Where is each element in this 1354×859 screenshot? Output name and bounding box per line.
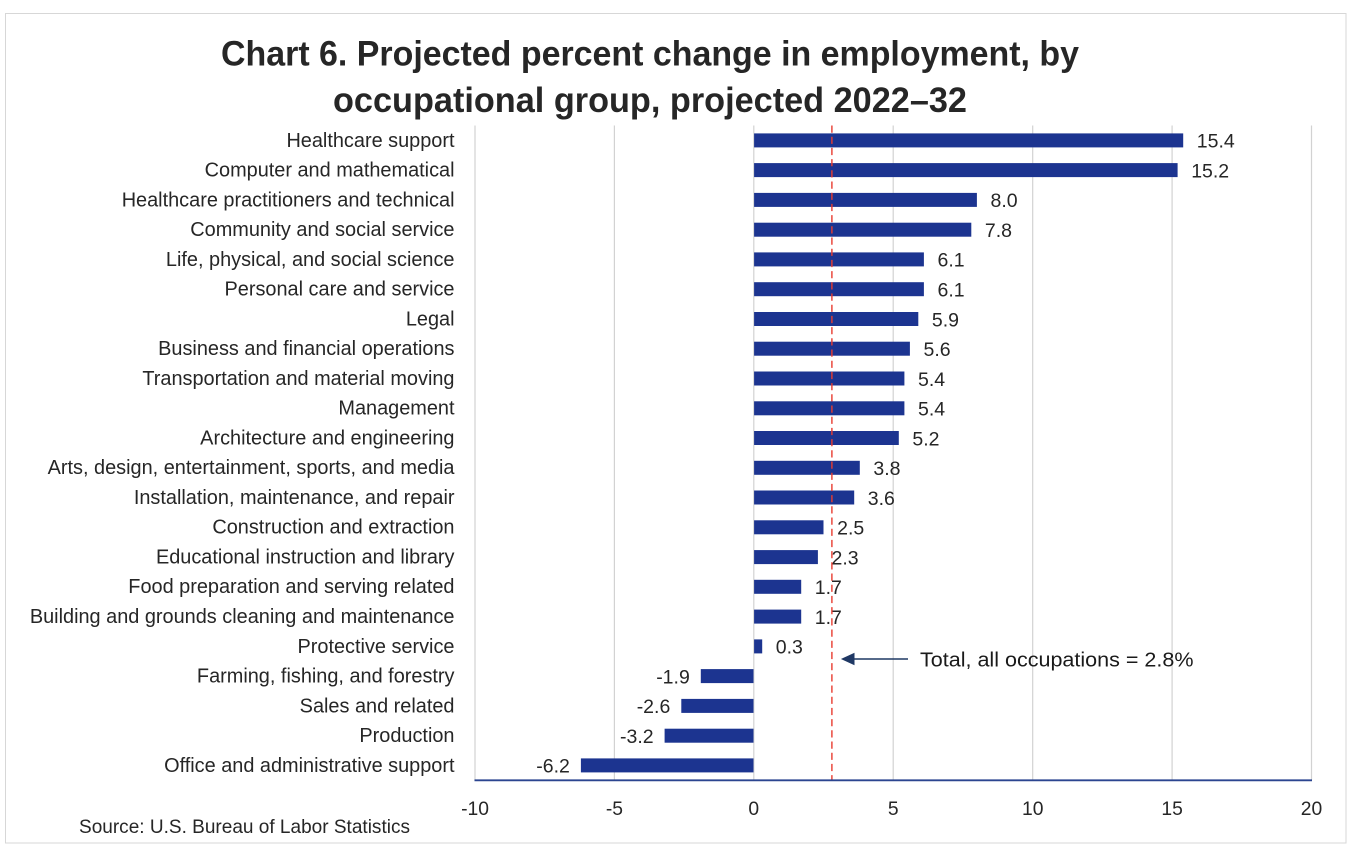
svg-text:-10: -10 (461, 799, 489, 820)
svg-text:5: 5 (888, 799, 899, 820)
svg-text:Installation, maintenance, and: Installation, maintenance, and repair (134, 487, 455, 509)
svg-text:Production: Production (359, 725, 454, 747)
svg-text:Chart 6. Projected percent cha: Chart 6. Projected percent change in emp… (221, 34, 1079, 74)
svg-text:Community and social service: Community and social service (190, 219, 454, 241)
svg-text:6.1: 6.1 (938, 250, 965, 272)
svg-text:Source: U.S. Bureau of Labor S: Source: U.S. Bureau of Labor Statistics (79, 816, 410, 838)
svg-text:15.2: 15.2 (1191, 160, 1229, 182)
svg-text:Personal care and service: Personal care and service (225, 279, 455, 301)
svg-text:Sales and related: Sales and related (300, 695, 455, 717)
svg-text:1.7: 1.7 (815, 607, 842, 629)
svg-text:8.0: 8.0 (991, 190, 1018, 212)
svg-text:5.9: 5.9 (932, 309, 959, 331)
svg-text:1.7: 1.7 (815, 577, 842, 599)
svg-text:Healthcare support: Healthcare support (286, 130, 455, 152)
svg-text:Transportation and material mo: Transportation and material moving (142, 368, 454, 390)
svg-text:Architecture and engineering: Architecture and engineering (200, 427, 454, 449)
svg-text:5.6: 5.6 (924, 339, 951, 361)
svg-text:-2.6: -2.6 (637, 696, 671, 718)
svg-text:Educational instruction and li: Educational instruction and library (156, 547, 455, 569)
svg-text:3.8: 3.8 (873, 458, 900, 480)
svg-text:5.4: 5.4 (918, 369, 945, 391)
svg-text:Construction and extraction: Construction and extraction (212, 517, 454, 539)
svg-text:Legal: Legal (406, 308, 455, 330)
svg-text:Computer and mathematical: Computer and mathematical (205, 160, 455, 182)
svg-text:5.2: 5.2 (912, 428, 939, 450)
svg-text:Healthcare practitioners and t: Healthcare practitioners and technical (122, 189, 455, 211)
svg-text:Food preparation and serving r: Food preparation and serving related (128, 576, 454, 598)
svg-text:2.3: 2.3 (832, 547, 859, 569)
svg-text:Farming, fishing, and forestry: Farming, fishing, and forestry (197, 666, 455, 688)
svg-text:occupational group, projected: occupational group, projected 2022–32 (333, 80, 967, 120)
svg-text:2.5: 2.5 (837, 518, 864, 540)
svg-text:20: 20 (1301, 799, 1322, 820)
svg-text:-6.2: -6.2 (536, 756, 570, 778)
svg-text:7.8: 7.8 (985, 220, 1012, 242)
svg-text:10: 10 (1022, 799, 1043, 820)
svg-text:3.6: 3.6 (868, 488, 895, 510)
svg-text:15: 15 (1161, 799, 1182, 820)
svg-text:Management: Management (338, 398, 455, 420)
svg-text:-1.9: -1.9 (656, 666, 690, 688)
svg-text:6.1: 6.1 (938, 280, 965, 302)
svg-text:5.4: 5.4 (918, 399, 945, 421)
svg-text:0.3: 0.3 (776, 637, 803, 659)
svg-text:Life, physical, and social sci: Life, physical, and social science (166, 249, 455, 271)
svg-text:-3.2: -3.2 (620, 726, 654, 748)
svg-text:Building and grounds cleaning: Building and grounds cleaning and mainte… (30, 606, 455, 628)
svg-text:-5: -5 (606, 799, 623, 820)
svg-text:Protective service: Protective service (298, 636, 455, 658)
svg-text:0: 0 (748, 799, 759, 820)
svg-text:Total, all occupations = 2.8%: Total, all occupations = 2.8% (920, 649, 1194, 671)
svg-text:Office and administrative supp: Office and administrative support (164, 755, 455, 777)
svg-text:Business and financial operati: Business and financial operations (158, 338, 454, 360)
svg-text:Arts, design, entertainment, s: Arts, design, entertainment, sports, and… (48, 457, 456, 479)
svg-text:15.4: 15.4 (1197, 131, 1235, 153)
